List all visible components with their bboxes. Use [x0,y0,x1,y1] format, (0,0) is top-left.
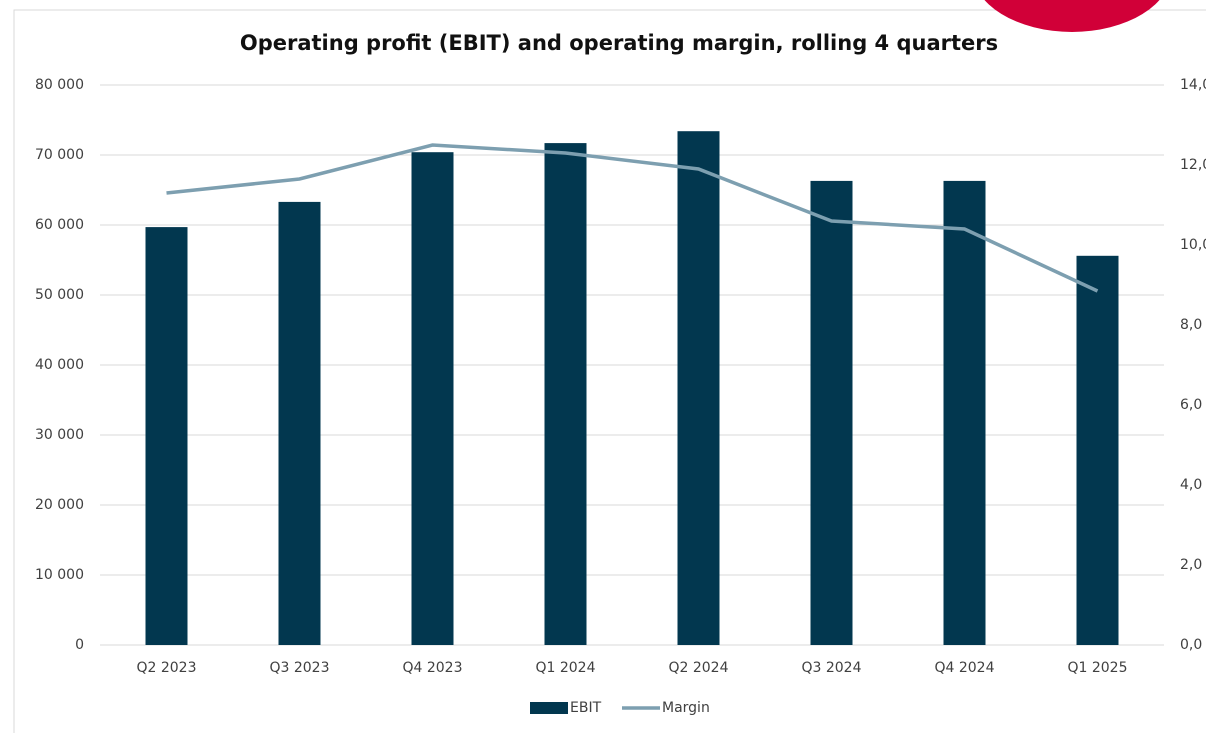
x-tick-label: Q4 2024 [934,660,994,676]
legend-label: EBIT [570,700,602,716]
legend-label: Margin [662,700,710,716]
x-tick-label: Q2 2024 [668,660,728,676]
bar [544,143,587,645]
x-tick-label: Q3 2023 [269,660,329,676]
y2-tick-label: 2,0 [1180,557,1202,573]
y2-tick-label: 4,0 [1180,477,1202,493]
y2-tick-label: 6,0 [1180,397,1202,413]
y2-tick-label: 10,0 [1180,237,1206,253]
y-tick-label: 10 000 [35,567,84,583]
x-tick-label: Q4 2023 [402,660,462,676]
bar [677,131,720,645]
y2-tick-label: 0,0 [1180,637,1202,653]
y-tick-label: 50 000 [35,287,84,303]
y-tick-label: 60 000 [35,217,84,233]
y-tick-label: 20 000 [35,497,84,513]
x-tick-label: Q1 2024 [535,660,595,676]
y-tick-label: 40 000 [35,357,84,373]
chart-frame [13,9,1206,733]
bar [810,180,853,645]
bar [278,201,321,645]
y-tick-label: 30 000 [35,427,84,443]
y-tick-label: 80 000 [35,77,84,93]
chart-title: Operating profit (EBIT) and operating ma… [240,31,998,55]
legend-swatch [530,702,568,714]
y2-tick-label: 8,0 [1180,317,1202,333]
y-tick-label: 0 [75,637,84,653]
bar [145,227,188,645]
decoration [984,0,1160,32]
bar [411,152,454,645]
y2-tick-label: 12,0 [1180,157,1206,173]
x-tick-label: Q2 2023 [136,660,196,676]
line [166,143,1099,293]
y2-tick-label: 14,0 [1180,77,1206,93]
bar [943,180,986,645]
y-tick-label: 70 000 [35,147,84,163]
x-tick-label: Q3 2024 [801,660,861,676]
x-tick-label: Q1 2025 [1067,660,1127,676]
bar [1076,255,1119,646]
